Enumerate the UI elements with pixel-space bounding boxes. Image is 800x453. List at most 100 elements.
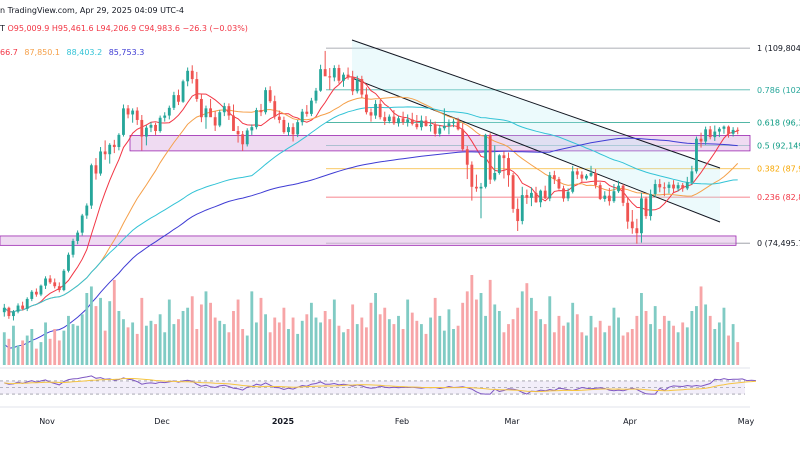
- volume-bar: [429, 317, 433, 365]
- candle-body: [520, 195, 524, 222]
- volume-bar: [406, 299, 410, 365]
- candle-body: [612, 191, 616, 202]
- volume-bar: [649, 324, 653, 365]
- volume-bar: [575, 314, 579, 365]
- candle-body: [562, 188, 565, 199]
- volume-bar: [475, 299, 478, 365]
- volume-bar: [213, 317, 217, 365]
- volume-bar: [67, 315, 70, 365]
- volume-bar: [507, 324, 510, 365]
- candle-body: [314, 90, 318, 101]
- volume-bar: [713, 329, 717, 365]
- volume-bar: [364, 327, 368, 365]
- candle-body: [649, 193, 653, 217]
- candle-body: [589, 172, 593, 176]
- candle-body: [300, 111, 304, 123]
- candle-body: [21, 305, 25, 309]
- volume-bar: [149, 320, 153, 365]
- candle-body: [406, 119, 410, 123]
- candle-body: [85, 205, 89, 216]
- candle-body: [163, 115, 167, 118]
- volume-bar: [447, 309, 451, 365]
- candle-body: [626, 202, 630, 222]
- candle-body: [117, 134, 121, 148]
- candle-body: [131, 110, 135, 115]
- volume-bar: [420, 324, 423, 365]
- volume-bar: [566, 322, 570, 365]
- volume-bar: [346, 329, 350, 365]
- candle-body: [186, 70, 190, 82]
- volume-bar: [690, 311, 694, 365]
- volume-bar: [34, 348, 38, 365]
- candle-body: [447, 123, 451, 127]
- time-tick-label: Apr: [623, 417, 638, 426]
- candle-body: [653, 184, 657, 194]
- volume-bar: [736, 342, 740, 365]
- candle-body: [53, 282, 57, 287]
- candle-body: [525, 195, 529, 198]
- candle-body: [140, 119, 144, 137]
- volume-bar: [488, 279, 492, 365]
- volume-bar: [672, 325, 675, 365]
- candle-body: [392, 116, 396, 124]
- candle-body: [296, 122, 300, 135]
- fib-level-label: 0.786 (102,: [757, 86, 800, 95]
- candle-body: [328, 76, 332, 78]
- volume-bar: [39, 342, 43, 365]
- candle-body: [488, 134, 492, 180]
- ma-value-0: 66.7: [0, 48, 18, 57]
- volume-bar: [16, 345, 20, 365]
- candle-body: [71, 240, 75, 255]
- volume-bar: [708, 315, 712, 365]
- volume-bar: [167, 299, 171, 365]
- candle-body: [704, 129, 708, 142]
- candle-body: [80, 215, 84, 233]
- volume-bar: [57, 340, 61, 365]
- volume-bar: [626, 332, 630, 365]
- candle-body: [337, 68, 341, 81]
- candle-body: [7, 307, 11, 317]
- support-zone: [0, 235, 737, 246]
- candle-body: [662, 187, 666, 189]
- fib-level-label: 0.5 (92,149: [757, 142, 800, 151]
- candle-body: [319, 69, 322, 91]
- volume-bar: [704, 304, 708, 365]
- candle-body: [76, 232, 80, 241]
- volume-bar: [323, 311, 327, 365]
- volume-bar: [131, 322, 135, 365]
- candle-body: [717, 128, 721, 132]
- time-tick-label: Nov: [39, 417, 55, 426]
- candle-body: [539, 190, 543, 203]
- candle-body: [640, 198, 643, 234]
- candle-body: [57, 286, 61, 291]
- volume-bar: [603, 332, 607, 365]
- volume-bar: [7, 338, 11, 365]
- volume-bar: [543, 324, 547, 365]
- volume-bar: [525, 283, 529, 365]
- volume-bar: [163, 332, 167, 365]
- volume-bar: [135, 333, 139, 365]
- candle-body: [387, 116, 391, 122]
- volume-bar: [232, 311, 235, 365]
- volume-bar: [662, 315, 666, 365]
- candle-body: [277, 116, 281, 120]
- volume-bar: [71, 324, 75, 365]
- candle-body: [236, 131, 240, 135]
- volume-bar: [699, 286, 703, 365]
- candle-body: [2, 307, 6, 313]
- ohlc-line: T O95,009.9 H95,461.6 L94,206.9 C94,983.…: [0, 24, 248, 33]
- candle-body: [493, 172, 497, 180]
- volume-bar: [497, 311, 501, 365]
- volume-bar: [112, 279, 116, 365]
- candle-body: [34, 291, 38, 295]
- candle-body: [44, 278, 47, 286]
- volume-bar: [465, 291, 469, 365]
- candle-body: [598, 185, 602, 199]
- candle-body: [355, 79, 359, 92]
- volume-bar: [438, 315, 442, 365]
- volume-bar: [99, 297, 102, 365]
- candle-body: [199, 98, 203, 118]
- candle-body: [135, 110, 139, 120]
- volume-bar: [369, 302, 373, 365]
